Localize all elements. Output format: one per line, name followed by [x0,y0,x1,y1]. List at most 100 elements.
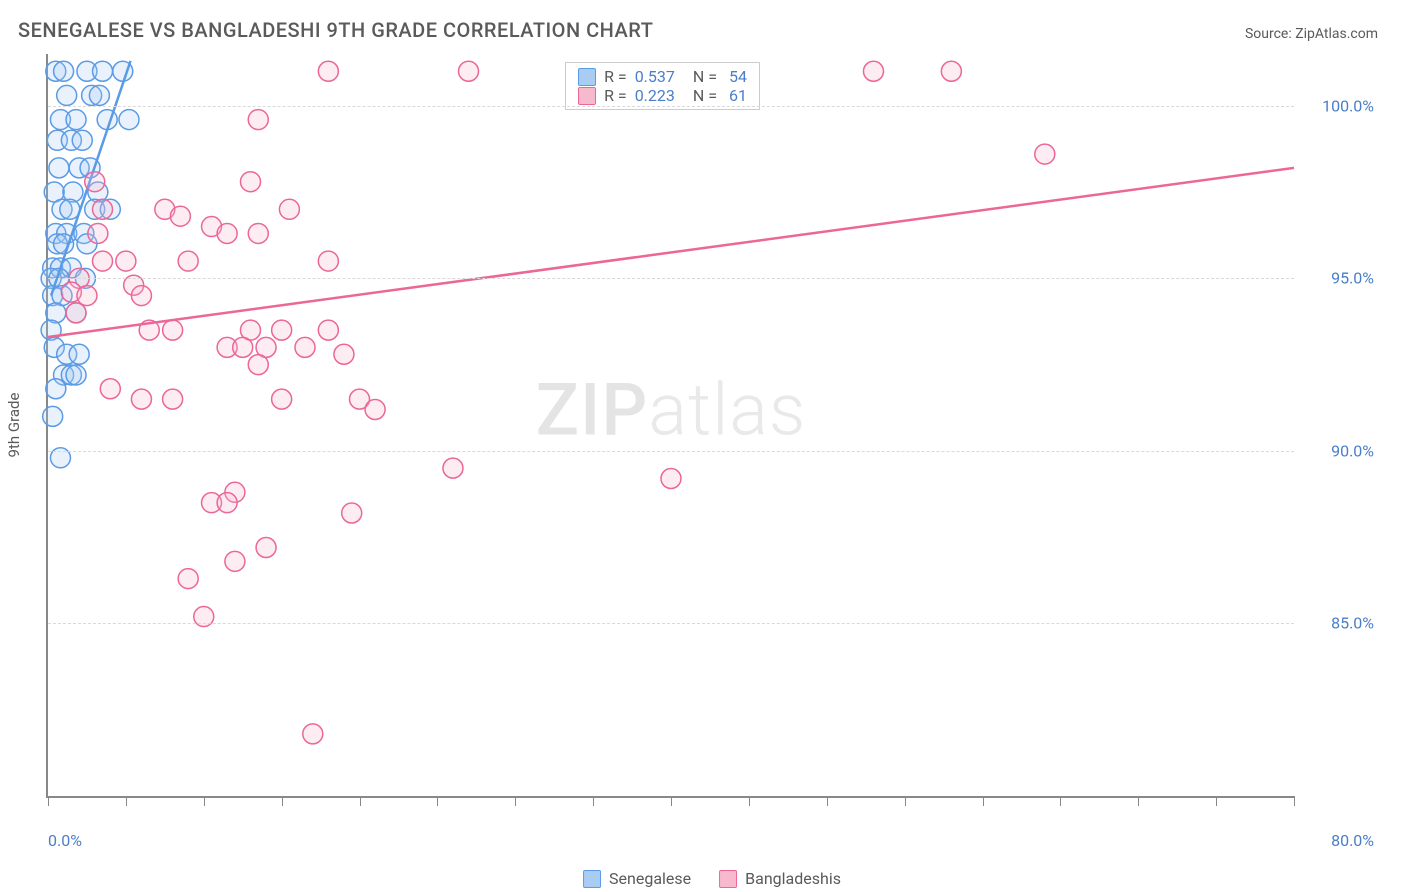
scatter-svg [48,54,1294,796]
plot-area: 9th Grade ZIPatlas R =0.537N = 54R =0.22… [46,54,1294,798]
bangladeshis-point [100,379,120,399]
legend-row-senegalese: R =0.537N = 54 [578,67,747,86]
senegalese-point [54,61,74,81]
gridline [48,278,1294,279]
bangladeshis-point [342,503,362,523]
bangladeshis-point [85,172,105,192]
bangladeshis-point [178,569,198,589]
legend-n-value: 61 [725,86,747,105]
legend-top: R =0.537N = 54R = 0.223 N = 61 [565,62,760,110]
legend-bottom-bangladeshis: Bangladeshis [719,869,841,888]
legend-n-label: N = [693,67,717,86]
x-tick [1060,796,1061,806]
x-tick-label-min: 0.0% [48,831,82,850]
bangladeshis-point [443,458,463,478]
bangladeshis-point [272,320,292,340]
bangladeshis-point [279,199,299,219]
bangladeshis-point [217,493,237,513]
legend-series-label: Senegalese [609,869,691,888]
x-tick [827,796,828,806]
chart-title: SENEGALESE VS BANGLADESHI 9TH GRADE CORR… [18,18,653,42]
bangladeshis-point [131,286,151,306]
bangladeshis-point [116,251,136,271]
bangladeshis-point [93,251,113,271]
bangladeshis-point [459,61,479,81]
senegalese-point [119,110,139,130]
y-tick-label: 90.0% [1304,441,1374,460]
legend-n-value: 54 [725,67,747,86]
x-tick [437,796,438,806]
x-tick [1216,796,1217,806]
bangladeshis-point [248,223,268,243]
senegalese-point [66,110,86,130]
x-tick [204,796,205,806]
senegalese-point [43,406,63,426]
bangladeshis-point [365,399,385,419]
x-tick [1138,796,1139,806]
bangladeshis-point [295,337,315,357]
bangladeshis-point [303,724,323,744]
bangladeshis-point [248,110,268,130]
bangladeshis-point [941,61,961,81]
senegalese-point [69,344,89,364]
bangladeshis-point [318,251,338,271]
bangladeshis-point [170,206,190,226]
senegalese-point [57,85,77,105]
bangladeshis-point [93,199,113,219]
bangladeshis-point [256,538,276,558]
source-label: Source: ZipAtlas.com [1245,26,1378,42]
bangladeshis-point [334,344,354,364]
bangladeshis-point [240,172,260,192]
senegalese-point [93,61,113,81]
bangladeshis-point [318,320,338,340]
bangladeshis-point [77,286,97,306]
legend-swatch-icon [583,870,601,888]
bangladeshis-point [131,389,151,409]
bangladeshis-point [272,389,292,409]
bangladeshis-point [163,320,183,340]
senegalese-point [89,85,109,105]
x-tick [983,796,984,806]
gridline [48,623,1294,624]
x-tick [671,796,672,806]
bangladeshis-trendline [48,168,1294,337]
legend-n-label: N = [693,86,717,105]
y-tick-label: 100.0% [1304,96,1374,115]
legend-r-label: R = [604,86,627,105]
x-tick [749,796,750,806]
x-tick [593,796,594,806]
bangladeshis-point [217,223,237,243]
legend-swatch-icon [719,870,737,888]
y-tick-label: 95.0% [1304,269,1374,288]
senegalese-point [72,130,92,150]
senegalese-point [49,158,69,178]
gridline [48,106,1294,107]
y-axis-title: 9th Grade [5,393,23,458]
senegalese-point [46,379,66,399]
bangladeshis-point [178,251,198,271]
bangladeshis-point [163,389,183,409]
legend-bottom-senegalese: Senegalese [583,869,691,888]
bangladeshis-point [1035,144,1055,164]
x-tick [360,796,361,806]
legend-swatch-icon [578,87,596,105]
legend-r-value: 0.223 [635,86,675,105]
legend-row-bangladeshis: R = 0.223 N = 61 [578,86,747,105]
bangladeshis-point [248,355,268,375]
x-tick [905,796,906,806]
gridline [48,451,1294,452]
legend-bottom: Senegalese Bangladeshis [583,869,841,888]
bangladeshis-point [863,61,883,81]
bangladeshis-point [318,61,338,81]
x-tick [1294,796,1295,806]
y-tick-label: 85.0% [1304,614,1374,633]
senegalese-point [66,365,86,385]
legend-r-label: R = [604,67,627,86]
legend-series-label: Bangladeshis [745,869,841,888]
x-tick [126,796,127,806]
bangladeshis-point [661,468,681,488]
x-tick-label-max: 80.0% [1331,831,1374,850]
bangladeshis-point [66,303,86,323]
bangladeshis-point [88,223,108,243]
legend-swatch-icon [578,68,596,86]
